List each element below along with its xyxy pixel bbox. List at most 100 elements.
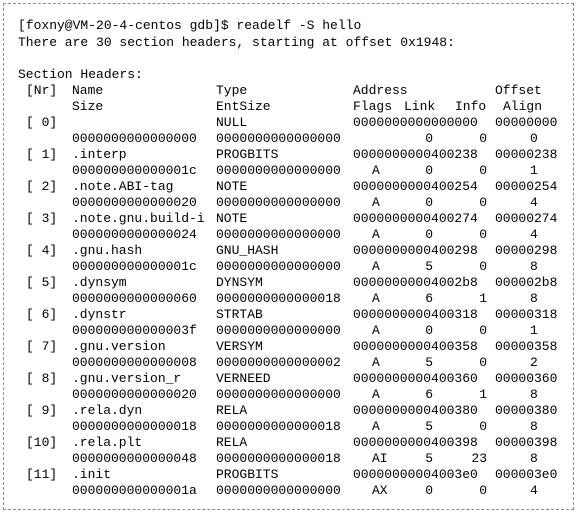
section-flags: A (372, 419, 380, 434)
section-type: PROGBITS (216, 467, 279, 482)
section-offset: 00000254 (495, 179, 558, 194)
section-size: 0000000000000000 (72, 131, 197, 146)
section-address: 0000000000400274 (353, 211, 478, 226)
section-flags: A (372, 355, 380, 370)
section-align: 8 (530, 451, 538, 466)
section-entsize: 0000000000000018 (216, 291, 341, 306)
section-flags: A (372, 291, 380, 306)
table-row: [ 2] .note.ABI-tag NOTE 0000000000400254 000… (4, 179, 573, 211)
section-name: .gnu.version (72, 339, 166, 354)
col-info: Info (455, 99, 487, 114)
section-flags: AI (372, 451, 388, 466)
section-nr: [ 4] (26, 243, 58, 258)
section-type: STRTAB (216, 307, 263, 322)
terminal-output: [foxny@VM-20-4-centos gdb]$ readelf -S h… (3, 3, 574, 510)
section-align: 8 (530, 387, 538, 402)
table-row: [ 9] .rela.dyn RELA 0000000000400380 0000038… (4, 403, 573, 435)
section-address: 0000000000400318 (353, 307, 478, 322)
section-link: 0 (425, 323, 433, 338)
section-nr: [ 6] (26, 307, 58, 322)
section-offset: 000003e0 (495, 467, 558, 482)
section-nr: [ 0] (26, 115, 58, 130)
section-type: NULL (216, 115, 248, 130)
section-flags: A (372, 259, 380, 274)
section-align: 4 (530, 227, 538, 242)
col-nr: [Nr] (26, 83, 58, 98)
section-address: 00000000004002b8 (353, 275, 478, 290)
section-size: 0000000000000060 (72, 291, 197, 306)
section-size: 0000000000000024 (72, 227, 197, 242)
section-nr: [ 1] (26, 147, 58, 162)
section-align: 1 (530, 323, 538, 338)
section-address: 0000000000400254 (353, 179, 478, 194)
section-address: 0000000000400358 (353, 339, 478, 354)
section-align: 8 (530, 259, 538, 274)
section-info: 1 (479, 291, 487, 306)
section-link: 0 (425, 131, 433, 146)
section-name: .gnu.version_r (72, 371, 182, 386)
section-link: 5 (425, 451, 433, 466)
section-size: 000000000000001c (72, 163, 197, 178)
section-align: 4 (530, 195, 538, 210)
section-offset: 00000238 (495, 147, 558, 162)
col-size: Size (72, 99, 104, 114)
section-type: DYNSYM (216, 275, 263, 290)
table-row: [ 6] .dynstr STRTAB 0000000000400318 0000031… (4, 307, 573, 339)
section-link: 6 (425, 291, 433, 306)
section-size: 000000000000003f (72, 323, 197, 338)
table-row: [ 7] .gnu.version VERSYM 0000000000400358 00… (4, 339, 573, 371)
section-entsize: 0000000000000002 (216, 355, 341, 370)
section-flags: A (372, 387, 380, 402)
command-prompt-line: [foxny@VM-20-4-centos gdb]$ readelf -S h… (18, 18, 362, 33)
section-size: 0000000000000020 (72, 195, 197, 210)
section-nr: [11] (26, 467, 58, 482)
section-size: 0000000000000048 (72, 451, 197, 466)
summary-line: There are 30 section headers, starting a… (18, 35, 455, 50)
section-align: 2 (530, 355, 538, 370)
section-size: 0000000000000008 (72, 355, 197, 370)
section-entsize: 0000000000000018 (216, 451, 341, 466)
col-flags: Flags (353, 99, 393, 114)
section-type: RELA (216, 435, 248, 450)
section-info: 0 (479, 131, 487, 146)
section-type: GNU_HASH (216, 243, 279, 258)
section-offset: 00000000 (495, 115, 558, 130)
section-headers-title: Section Headers: (18, 67, 143, 82)
section-link: 5 (425, 419, 433, 434)
section-info: 0 (479, 483, 487, 498)
section-type: RELA (216, 403, 248, 418)
table-row: [ 0] NULL 0000000000000000 00000000 00000000… (4, 115, 573, 147)
section-offset: 00000318 (495, 307, 558, 322)
section-info: 0 (479, 355, 487, 370)
section-name: .rela.dyn (72, 403, 143, 418)
section-name: .rela.plt (72, 435, 143, 450)
section-nr: [ 7] (26, 339, 58, 354)
section-entsize: 0000000000000000 (216, 387, 341, 402)
col-link: Link (404, 99, 436, 114)
section-nr: [ 5] (26, 275, 58, 290)
table-row: [11] .init PROGBITS 00000000004003e0 000003e… (4, 467, 573, 499)
section-address: 0000000000400398 (353, 435, 478, 450)
section-align: 8 (530, 419, 538, 434)
section-info: 0 (479, 259, 487, 274)
section-entsize: 0000000000000000 (216, 483, 341, 498)
section-entsize: 0000000000000000 (216, 227, 341, 242)
section-align: 0 (530, 131, 538, 146)
section-nr: [10] (26, 435, 58, 450)
section-link: 5 (425, 355, 433, 370)
col-offset: Offset (495, 83, 542, 98)
section-name: .note.ABI-tag (72, 179, 174, 194)
section-size: 0000000000000020 (72, 387, 197, 402)
section-link: 0 (425, 163, 433, 178)
table-row: [ 4] .gnu.hash GNU_HASH 0000000000400298 000… (4, 243, 573, 275)
section-address: 0000000000400360 (353, 371, 478, 386)
section-link: 0 (425, 483, 433, 498)
section-flags: A (372, 163, 380, 178)
section-address: 0000000000000000 (353, 115, 478, 130)
section-name: .interp (72, 147, 127, 162)
table-row: [ 1] .interp PROGBITS 0000000000400238 00000… (4, 147, 573, 179)
section-address: 0000000000400380 (353, 403, 478, 418)
section-entsize: 0000000000000018 (216, 419, 341, 434)
table-row: [ 5] .dynsym DYNSYM 00000000004002b8 000002b… (4, 275, 573, 307)
section-name: .dynstr (72, 307, 127, 322)
